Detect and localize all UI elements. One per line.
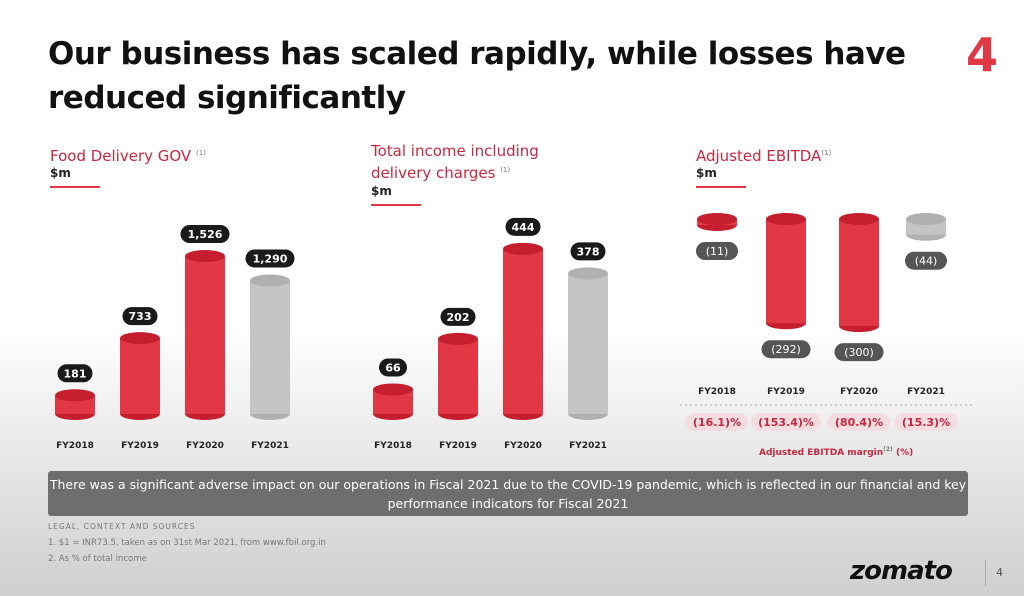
chart3-bar-FY2020 bbox=[839, 213, 879, 333]
page-number: 4 bbox=[996, 566, 1003, 579]
chart3-bar-FY2018 bbox=[697, 213, 737, 231]
margin-footnote-ref: (2) bbox=[883, 446, 893, 453]
chart1-x-label: FY2021 bbox=[251, 441, 289, 451]
svg-text:(300): (300) bbox=[844, 346, 874, 359]
chart2-value-label: 444 bbox=[505, 217, 541, 236]
chart3-x-label: FY2021 bbox=[907, 387, 945, 397]
chart1-title-text: Food Delivery GOV bbox=[50, 147, 192, 165]
footnote-2: 2. As % of total income bbox=[48, 554, 147, 564]
chart1-bar-FY2018 bbox=[55, 389, 95, 420]
chart1-unit: $m bbox=[50, 166, 71, 180]
page-badge: 4 bbox=[966, 28, 999, 82]
svg-text:1,290: 1,290 bbox=[253, 252, 288, 265]
chart2-x-label: FY2018 bbox=[374, 441, 412, 451]
svg-text:202: 202 bbox=[447, 311, 470, 324]
chart3-value-label: (292) bbox=[761, 340, 811, 359]
chart3-value-label: (300) bbox=[834, 343, 884, 362]
chart1-title: Food Delivery GOV (1) bbox=[50, 144, 206, 166]
margin-caption: Adjusted EBITDA margin(2) (%) bbox=[759, 446, 913, 458]
svg-text:(153.4)%: (153.4)% bbox=[758, 416, 814, 429]
svg-text:733: 733 bbox=[129, 310, 152, 323]
chart1-value-label: 733 bbox=[122, 307, 158, 326]
chart1-value-label: 1,526 bbox=[180, 225, 230, 244]
chart1-underline bbox=[50, 186, 100, 188]
footnote-1: 1. $1 = INR73.5, taken as on 31st Mar 20… bbox=[48, 538, 326, 548]
chart1-footnote-ref: (1) bbox=[195, 149, 206, 157]
chart2-bar-FY2019 bbox=[438, 332, 478, 420]
chart2-x-label: FY2020 bbox=[504, 441, 542, 451]
chart3-value-label: (44) bbox=[905, 251, 947, 270]
chart2-x-label: FY2021 bbox=[569, 441, 607, 451]
chart1-bar-FY2019 bbox=[120, 332, 160, 420]
chart2-bar-FY2021 bbox=[568, 267, 608, 420]
chart3-footnote-ref: (1) bbox=[821, 149, 832, 157]
svg-text:1,526: 1,526 bbox=[188, 228, 223, 241]
chart2-value-label: 202 bbox=[440, 307, 476, 326]
chart3-x-label: FY2020 bbox=[840, 387, 878, 397]
chart3-x-label: FY2018 bbox=[698, 387, 736, 397]
chart3-margin-label: (80.4)% bbox=[827, 413, 891, 431]
chart1-value-label: 1,290 bbox=[245, 249, 295, 268]
chart1-x-label: FY2019 bbox=[121, 441, 159, 451]
chart1-x-label: FY2020 bbox=[186, 441, 224, 451]
chart3-underline bbox=[696, 186, 746, 188]
chart1-bar-FY2021 bbox=[250, 274, 290, 420]
svg-text:(15.3)%: (15.3)% bbox=[902, 416, 950, 429]
chart2-unit: $m bbox=[371, 184, 392, 198]
chart3-bar-FY2021 bbox=[906, 213, 946, 241]
chart3-x-label: FY2019 bbox=[767, 387, 805, 397]
svg-text:(292): (292) bbox=[771, 343, 801, 356]
chart3-value-label: (11) bbox=[696, 242, 738, 260]
chart2-bar-FY2018 bbox=[373, 383, 413, 420]
chart1-x-label: FY2018 bbox=[56, 441, 94, 451]
chart1-value-label: 181 bbox=[57, 364, 93, 383]
chart2-x-label: FY2019 bbox=[439, 441, 477, 451]
chart1-bar-FY2020 bbox=[185, 250, 225, 420]
charts-canvas: 181 FY2018 733 FY2019 1,526 FY2020 1,290 FY2021… bbox=[55, 213, 975, 451]
chart2-underline bbox=[371, 204, 421, 206]
svg-text:66: 66 bbox=[385, 361, 401, 374]
chart3-margin-label: (16.1)% bbox=[685, 413, 749, 431]
chart2-footnote-ref: (1) bbox=[500, 166, 511, 174]
footer-divider bbox=[985, 560, 986, 586]
zomato-logo: zomato bbox=[850, 556, 953, 586]
svg-text:444: 444 bbox=[512, 221, 535, 234]
legal-heading: LEGAL, CONTEXT AND SOURCES bbox=[48, 522, 196, 531]
slide-title: Our business has scaled rapidly, while l… bbox=[48, 36, 906, 116]
chart2-title-text: Total income including delivery charges bbox=[371, 142, 539, 182]
margin-caption-text: Adjusted EBITDA margin bbox=[759, 448, 884, 458]
svg-text:181: 181 bbox=[64, 367, 87, 380]
covid-banner: There was a significant adverse impact o… bbox=[48, 471, 968, 516]
chart2-bar-FY2020 bbox=[503, 242, 543, 420]
svg-text:(44): (44) bbox=[915, 255, 938, 268]
chart3-unit: $m bbox=[696, 166, 717, 180]
chart3-margin-label: (15.3)% bbox=[894, 413, 958, 431]
svg-text:(80.4)%: (80.4)% bbox=[835, 416, 883, 429]
chart3-margin-label: (153.4)% bbox=[751, 413, 821, 431]
chart3-bar-FY2019 bbox=[766, 213, 806, 330]
chart2-title: Total income including delivery charges … bbox=[371, 142, 571, 183]
chart2-value-label: 66 bbox=[379, 358, 407, 377]
chart2-value-label: 378 bbox=[570, 242, 606, 261]
chart3-title: Adjusted EBITDA(1) bbox=[696, 144, 831, 166]
svg-text:378: 378 bbox=[577, 245, 600, 258]
svg-text:(16.1)%: (16.1)% bbox=[693, 416, 741, 429]
svg-text:(11): (11) bbox=[706, 245, 729, 258]
chart3-title-text: Adjusted EBITDA bbox=[696, 147, 822, 165]
margin-unit: (%) bbox=[895, 448, 914, 458]
